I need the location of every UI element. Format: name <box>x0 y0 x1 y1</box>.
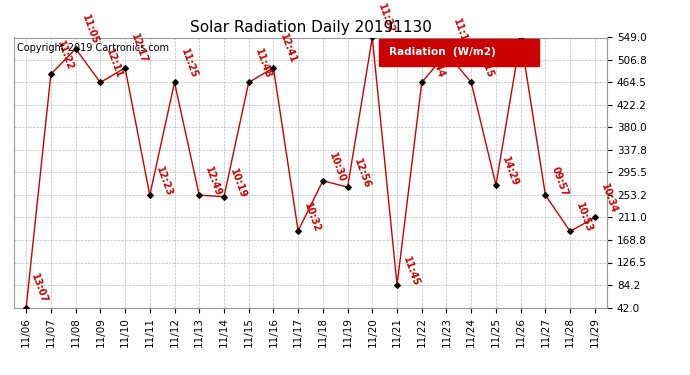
Point <box>243 80 254 86</box>
Point <box>515 34 526 40</box>
Point <box>317 178 328 184</box>
FancyBboxPatch shape <box>379 39 539 66</box>
Text: 10:34: 10:34 <box>599 182 619 215</box>
Point <box>95 80 106 86</box>
Point <box>391 282 402 288</box>
Point <box>46 71 57 77</box>
Point <box>169 80 180 86</box>
Text: 14:29: 14:29 <box>500 155 520 188</box>
Point <box>144 192 155 198</box>
Text: 11:05: 11:05 <box>80 13 100 46</box>
Text: Radiation  (W/m2): Radiation (W/m2) <box>389 47 496 57</box>
Point <box>466 80 477 86</box>
Text: 11:48: 11:48 <box>253 47 273 80</box>
Text: 11:15: 11:15 <box>475 47 495 80</box>
Text: 12:41: 12:41 <box>277 33 297 65</box>
Text: 09:57: 09:57 <box>549 165 569 198</box>
Point <box>491 182 502 188</box>
Point <box>21 304 32 310</box>
Point <box>194 192 205 198</box>
Text: 10:44: 10:44 <box>426 47 446 80</box>
Text: 10:30: 10:30 <box>327 151 347 183</box>
Text: 11:22: 11:22 <box>55 39 75 72</box>
Text: 12:17: 12:17 <box>129 33 149 65</box>
Text: 13:07: 13:07 <box>29 272 49 305</box>
Point <box>589 214 600 220</box>
Text: 11:18: 11:18 <box>451 18 471 50</box>
Text: 11:45: 11:45 <box>401 255 421 288</box>
Text: 10:53: 10:53 <box>574 202 594 234</box>
Point <box>293 228 304 234</box>
Text: 12:11: 12:11 <box>104 47 124 80</box>
Point <box>441 50 452 56</box>
Text: 11:32: 11:32 <box>377 2 397 35</box>
Point <box>268 65 279 71</box>
Point <box>219 194 230 200</box>
Point <box>367 34 378 40</box>
Point <box>564 228 575 234</box>
Point <box>342 184 353 190</box>
Title: Solar Radiation Daily 20191130: Solar Radiation Daily 20191130 <box>190 20 431 35</box>
Point <box>70 46 81 52</box>
Text: 12:23: 12:23 <box>154 165 174 198</box>
Point <box>416 80 427 86</box>
Text: 10:19: 10:19 <box>228 167 248 200</box>
Point <box>119 65 130 71</box>
Point <box>540 192 551 198</box>
Text: 12:56: 12:56 <box>352 158 372 190</box>
Text: 12:49: 12:49 <box>204 165 224 198</box>
Text: 11:25: 11:25 <box>179 47 199 80</box>
Text: Copyright 2019 Cartronics.com: Copyright 2019 Cartronics.com <box>17 43 169 53</box>
Text: 10:32: 10:32 <box>302 201 322 234</box>
